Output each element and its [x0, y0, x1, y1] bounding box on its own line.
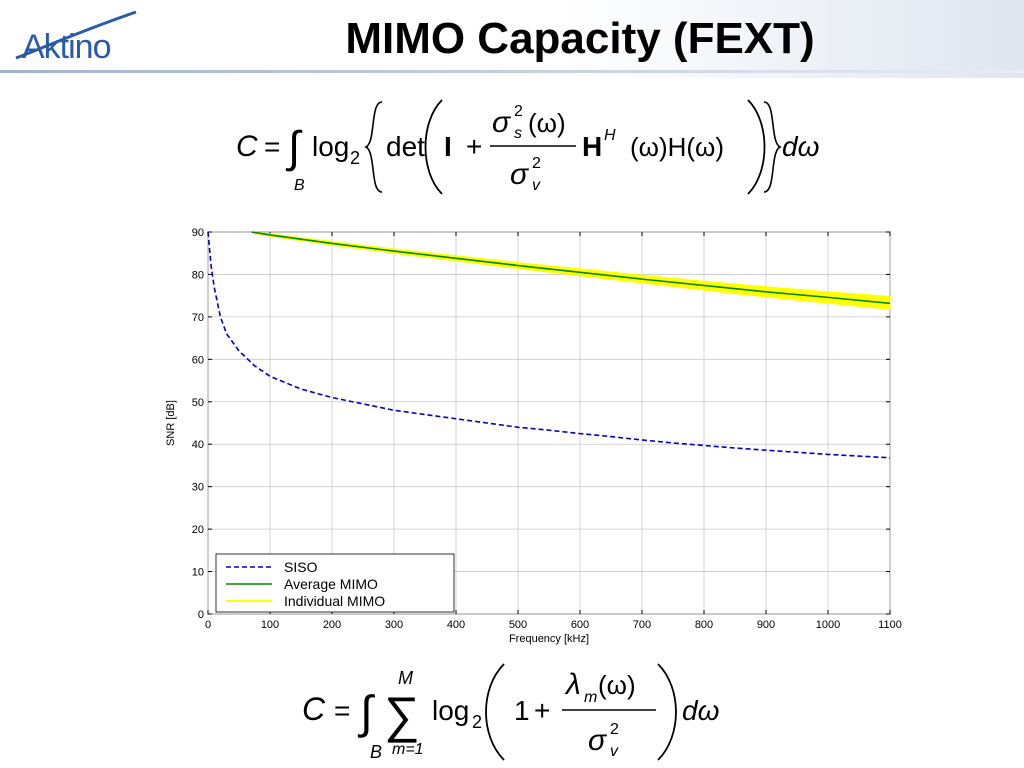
- x-axis-label: Frequency [kHz]: [509, 633, 589, 645]
- eq1-sub-v: v: [532, 177, 541, 194]
- eq1-sub-b: B: [294, 177, 305, 194]
- x-tick-label: 100: [261, 619, 279, 631]
- legend-box: [215, 553, 455, 613]
- x-tick-label: 400: [447, 619, 465, 631]
- eq2-integral: ∫: [357, 686, 375, 738]
- eq2-log-base: 2: [472, 712, 482, 732]
- y-tick-label: 10: [192, 567, 204, 579]
- logo-swoosh-icon: [15, 10, 137, 60]
- capacity-equation-sum: C = ∫ B M ∑ m=1 log 2 1 + λ m (ω) σ 2 v …: [302, 663, 719, 762]
- eq2-sub-m: m: [584, 689, 597, 706]
- slide-title: MIMO Capacity (FEXT): [345, 14, 815, 63]
- eq2-plus: +: [534, 695, 550, 726]
- y-tick-label: 30: [192, 482, 204, 494]
- y-tick-label: 0: [198, 609, 204, 621]
- eq1-equals: =: [264, 131, 280, 162]
- y-axis-label: SNR [dB]: [165, 400, 177, 446]
- company-logo: Aktino: [8, 6, 148, 66]
- eq2-log: log: [432, 695, 469, 726]
- eq2-c: C: [302, 691, 326, 727]
- y-tick-label: 50: [192, 397, 204, 409]
- x-tick-label: 700: [633, 619, 651, 631]
- eq2-sum-top: M: [398, 668, 413, 688]
- snr-chart: 0 100 200 300 400 500 600 700 800 900 1000 1100 0 10 2…: [165, 227, 902, 645]
- eq1-h: H: [582, 131, 602, 162]
- capacity-equation-mimo: C = ∫ B log 2 det I + σ 2 s (ω) σ 2 v H …: [236, 99, 819, 195]
- eq2-sub-v: v: [610, 743, 619, 760]
- eq2-lambda: λ: [564, 668, 581, 701]
- eq1-plus: +: [466, 131, 482, 162]
- eq2-equals: =: [334, 695, 350, 726]
- eq1-sigma-v: σ: [510, 158, 530, 191]
- eq1-sigma-s-sq: 2: [514, 103, 523, 120]
- eq1-log-base: 2: [350, 148, 360, 168]
- header-rule: [0, 70, 1024, 73]
- x-tick-label: 0: [205, 619, 211, 631]
- eq1-sigma-s: σ: [492, 106, 512, 139]
- slide-header: [0, 0, 1024, 78]
- x-tick-label: 300: [385, 619, 403, 631]
- eq2-sum-bottom: m=1: [392, 741, 424, 758]
- eq2-omega-arg: (ω): [598, 670, 636, 700]
- eq1-omega-arg: (ω): [528, 108, 566, 138]
- y-tick-label: 20: [192, 524, 204, 536]
- eq1-integral: ∫: [285, 123, 303, 172]
- y-tick-label: 90: [192, 227, 204, 239]
- eq1-sup-h: H: [604, 127, 616, 144]
- eq1-c: C: [236, 130, 258, 163]
- eq2-one: 1: [514, 695, 530, 726]
- logo-text: Aktino: [22, 28, 111, 66]
- legend-label: Individual MIMO: [284, 593, 385, 609]
- chart-ticks: 0 100 200 300 400 500 600 700 800 900 1000 1100 0 10 2…: [192, 227, 902, 631]
- series-average-mimo-line: [251, 231, 891, 305]
- x-tick-label: 1100: [878, 619, 902, 631]
- series-siso-line: [207, 231, 891, 459]
- eq2-sum: ∑: [384, 687, 420, 743]
- legend-label: SISO: [284, 559, 318, 575]
- eq1-dw: dω: [782, 131, 819, 162]
- eq2-dw: dω: [682, 695, 719, 726]
- eq1-sub-s: s: [514, 125, 522, 142]
- x-tick-label: 200: [323, 619, 341, 631]
- x-tick-label: 800: [695, 619, 713, 631]
- eq2-sigma-v: σ: [588, 724, 608, 757]
- x-tick-label: 1000: [816, 619, 840, 631]
- eq1-identity: I: [444, 131, 452, 162]
- y-tick-label: 40: [192, 439, 204, 451]
- x-tick-label: 900: [757, 619, 775, 631]
- eq1-log: log: [312, 131, 349, 162]
- y-tick-label: 60: [192, 354, 204, 366]
- x-tick-label: 600: [571, 619, 589, 631]
- eq1-det: det: [386, 131, 425, 162]
- chart-grid: [207, 231, 891, 615]
- eq1-tail: (ω)H(ω): [630, 132, 724, 162]
- x-tick-label: 500: [509, 619, 527, 631]
- chart-series: [207, 231, 891, 459]
- y-tick-label: 80: [192, 269, 204, 281]
- eq2-sigma-v-sq: 2: [610, 721, 619, 738]
- eq1-sigma-v-sq: 2: [532, 155, 541, 172]
- eq2-sub-b: B: [370, 742, 382, 762]
- legend-label: Average MIMO: [284, 576, 378, 592]
- y-tick-label: 70: [192, 312, 204, 324]
